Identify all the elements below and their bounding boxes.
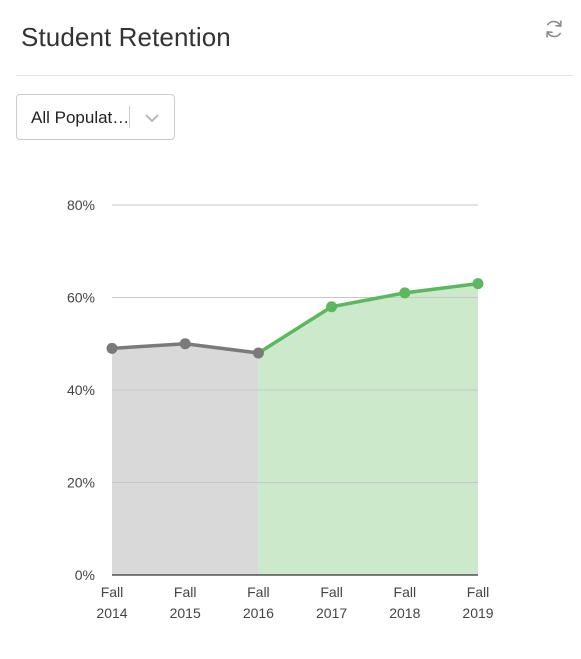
x-tick-label: Fall xyxy=(174,584,197,600)
data-point[interactable] xyxy=(399,287,411,299)
x-tick-label-year: 2014 xyxy=(96,605,127,621)
x-tick-label-year: 2017 xyxy=(316,605,347,621)
x-tick-label-year: 2018 xyxy=(389,605,420,621)
select-separator xyxy=(129,106,130,128)
x-tick-label: Fall xyxy=(247,584,270,600)
page-title: Student Retention xyxy=(21,22,231,52)
x-tick-label: Fall xyxy=(320,584,343,600)
x-tick-label-year: 2015 xyxy=(170,605,201,621)
header-divider xyxy=(16,75,573,76)
historical-area xyxy=(112,343,259,575)
population-select[interactable]: All Populat… xyxy=(16,94,175,140)
x-tick-label: Fall xyxy=(467,584,490,600)
chevron-down-icon[interactable] xyxy=(144,110,160,126)
data-point[interactable] xyxy=(252,347,264,359)
population-select-value: All Populat… xyxy=(31,108,130,127)
projection-line xyxy=(257,281,479,355)
x-tick-label-year: 2016 xyxy=(243,605,274,621)
data-point[interactable] xyxy=(106,342,118,354)
data-point[interactable] xyxy=(472,278,484,290)
x-tick-label: Fall xyxy=(101,584,124,600)
y-tick-label: 0% xyxy=(75,567,95,583)
x-tick-label-year: 2019 xyxy=(462,605,493,621)
data-point[interactable] xyxy=(179,338,191,350)
y-tick-label: 20% xyxy=(67,475,95,491)
y-tick-label: 60% xyxy=(67,290,95,306)
data-point[interactable] xyxy=(326,301,338,313)
y-tick-label: 40% xyxy=(67,382,95,398)
x-tick-label: Fall xyxy=(394,584,417,600)
refresh-icon[interactable] xyxy=(543,18,565,40)
y-tick-label: 80% xyxy=(67,197,95,213)
projection-area xyxy=(258,283,478,575)
